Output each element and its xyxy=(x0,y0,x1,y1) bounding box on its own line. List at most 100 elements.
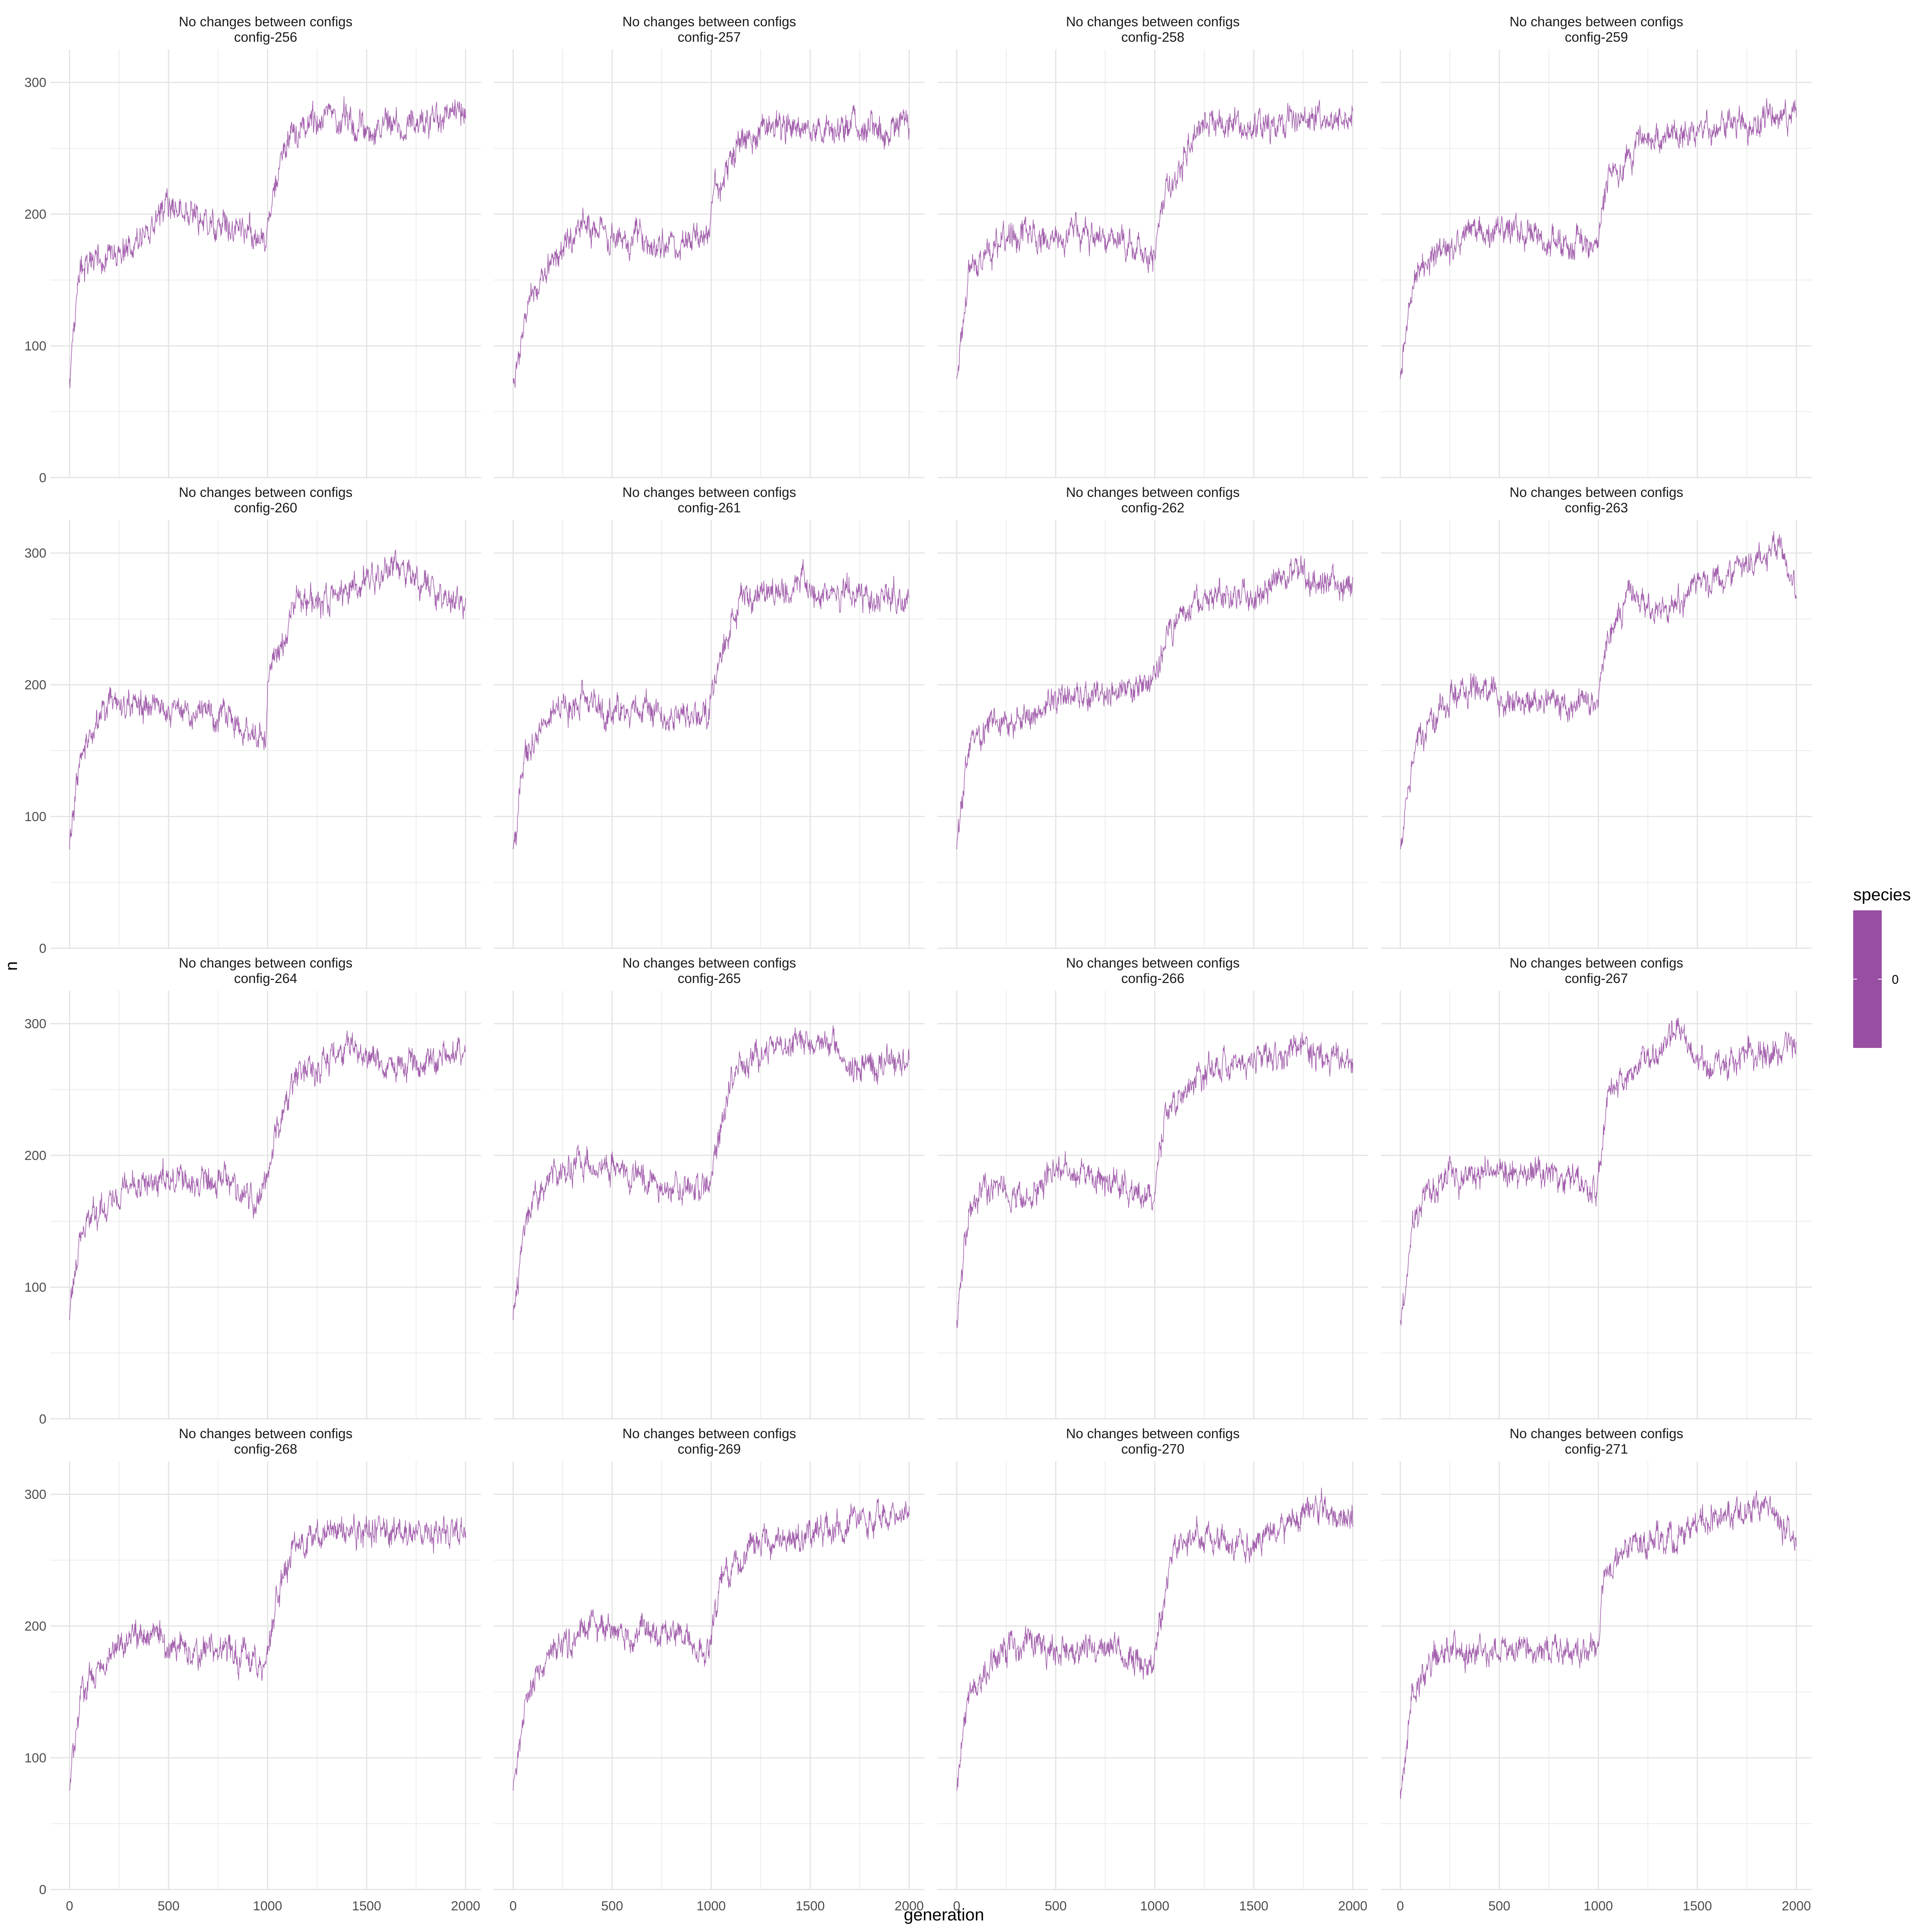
y-tick-label: 100 xyxy=(24,810,46,824)
y-tick-label: 100 xyxy=(24,1751,46,1765)
series-line-species-0 xyxy=(1400,531,1797,850)
panel-title-line1: No changes between configs xyxy=(179,1426,352,1441)
y-tick-label: 200 xyxy=(24,678,46,692)
y-tick-label: 300 xyxy=(24,546,46,561)
x-tick-label: 500 xyxy=(158,1899,180,1913)
x-tick-label: 1000 xyxy=(253,1899,282,1913)
facet-panels: No changes between configsconfig-2560100… xyxy=(24,14,1812,1913)
y-tick-label: 200 xyxy=(24,1619,46,1634)
x-tick-label: 2000 xyxy=(451,1899,480,1913)
x-tick-label: 500 xyxy=(1045,1899,1067,1913)
series-line-species-0 xyxy=(69,1513,466,1791)
y-axis-label: n xyxy=(2,961,21,971)
panel-title-line2: config-270 xyxy=(1121,1442,1184,1457)
series-line-species-0 xyxy=(513,1025,910,1320)
panel-title-line1: No changes between configs xyxy=(1066,956,1240,971)
y-tick-label: 300 xyxy=(24,1017,46,1031)
legend: species 0 xyxy=(1853,885,1911,1048)
panel-title-line2: config-261 xyxy=(678,500,741,515)
panel-title-line1: No changes between configs xyxy=(179,14,352,29)
panel-title-line1: No changes between configs xyxy=(1066,485,1240,500)
y-tick-label: 200 xyxy=(24,207,46,222)
panel-title-line1: No changes between configs xyxy=(1066,1426,1240,1441)
panel-title-line1: No changes between configs xyxy=(622,1426,796,1441)
series-line-species-0 xyxy=(69,1031,466,1320)
x-tick-label: 1000 xyxy=(1584,1899,1613,1913)
y-tick-label: 100 xyxy=(24,1280,46,1295)
panel-title-line1: No changes between configs xyxy=(1066,14,1240,29)
x-tick-label: 1500 xyxy=(1239,1899,1269,1913)
panel-title-line2: config-269 xyxy=(678,1442,741,1457)
panel-title-line1: No changes between configs xyxy=(1510,956,1683,971)
x-tick-label: 0 xyxy=(66,1899,73,1913)
legend-color-bar xyxy=(1853,910,1882,1048)
panel-title-line1: No changes between configs xyxy=(622,956,796,971)
panel-title-line2: config-267 xyxy=(1565,971,1628,986)
y-tick-label: 0 xyxy=(39,471,46,485)
panel-title-line1: No changes between configs xyxy=(1510,1426,1683,1441)
panel-title-line1: No changes between configs xyxy=(622,14,796,29)
x-tick-label: 0 xyxy=(510,1899,517,1913)
y-tick-label: 0 xyxy=(39,941,46,956)
series-line-species-0 xyxy=(69,96,466,389)
panel-title-line1: No changes between configs xyxy=(1510,14,1683,29)
x-axis-label: generation xyxy=(904,1905,984,1924)
x-tick-label: 2000 xyxy=(895,1899,924,1913)
series-line-species-0 xyxy=(69,549,466,850)
panel-title-line2: config-265 xyxy=(678,971,741,986)
panel-title-line2: config-268 xyxy=(234,1442,297,1457)
panel-title-line2: config-258 xyxy=(1121,30,1184,45)
series-line-species-0 xyxy=(1400,1490,1797,1799)
panel-title-line2: config-260 xyxy=(234,500,297,515)
x-tick-label: 500 xyxy=(1488,1899,1510,1913)
series-line-species-0 xyxy=(956,100,1353,379)
y-tick-label: 300 xyxy=(24,75,46,90)
x-tick-label: 2000 xyxy=(1338,1899,1367,1913)
panel-title-line2: config-256 xyxy=(234,30,297,45)
series-line-species-0 xyxy=(956,1488,1353,1791)
panel-title-line2: config-262 xyxy=(1121,500,1184,515)
series-line-species-0 xyxy=(1400,1017,1797,1326)
x-tick-label: 1500 xyxy=(352,1899,381,1913)
panel-title-line2: config-257 xyxy=(678,30,741,45)
x-tick-label: 1000 xyxy=(697,1899,726,1913)
x-tick-label: 1500 xyxy=(1683,1899,1712,1913)
x-tick-label: 0 xyxy=(953,1899,961,1913)
panel-title-line1: No changes between configs xyxy=(179,485,352,500)
panel-title-line2: config-264 xyxy=(234,971,297,986)
series-line-species-0 xyxy=(513,1498,910,1791)
legend-entry-label: 0 xyxy=(1892,973,1899,986)
x-tick-label: 500 xyxy=(601,1899,623,1913)
x-tick-label: 0 xyxy=(1397,1899,1404,1913)
series-line-species-0 xyxy=(956,555,1353,850)
series-line-species-0 xyxy=(1400,98,1797,379)
y-tick-label: 300 xyxy=(24,1487,46,1502)
y-tick-label: 100 xyxy=(24,339,46,354)
panel-title-line2: config-266 xyxy=(1121,971,1184,986)
series-line-species-0 xyxy=(956,1032,1353,1328)
y-tick-label: 0 xyxy=(39,1883,46,1897)
y-tick-label: 200 xyxy=(24,1148,46,1163)
x-tick-label: 1500 xyxy=(796,1899,825,1913)
panel-title-line1: No changes between configs xyxy=(622,485,796,500)
x-tick-label: 2000 xyxy=(1782,1899,1811,1913)
series-line-species-0 xyxy=(513,104,910,388)
panel-title-line1: No changes between configs xyxy=(179,956,352,971)
x-tick-label: 1000 xyxy=(1140,1899,1170,1913)
y-tick-label: 0 xyxy=(39,1412,46,1427)
panel-title-line1: No changes between configs xyxy=(1510,485,1683,500)
